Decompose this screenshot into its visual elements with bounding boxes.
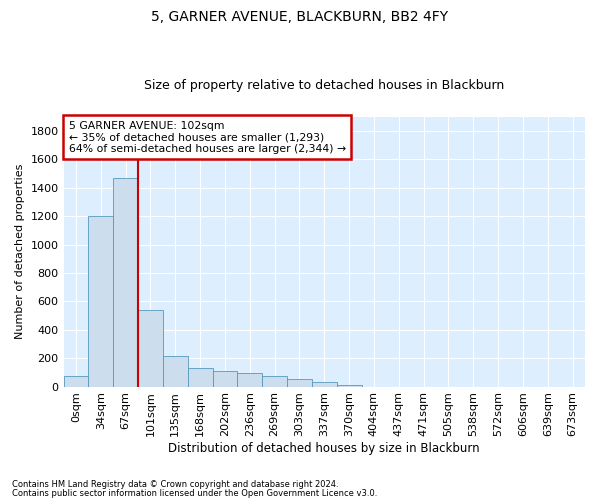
Title: Size of property relative to detached houses in Blackburn: Size of property relative to detached ho…: [144, 79, 505, 92]
Bar: [113, 178, 138, 386]
Bar: [312, 382, 337, 386]
Bar: [88, 216, 113, 386]
Bar: [287, 379, 312, 386]
Y-axis label: Number of detached properties: Number of detached properties: [15, 164, 25, 340]
Text: 5, GARNER AVENUE, BLACKBURN, BB2 4FY: 5, GARNER AVENUE, BLACKBURN, BB2 4FY: [151, 10, 449, 24]
Text: Contains HM Land Registry data © Crown copyright and database right 2024.: Contains HM Land Registry data © Crown c…: [12, 480, 338, 489]
Bar: [337, 385, 362, 386]
Bar: [188, 368, 212, 386]
Bar: [64, 376, 88, 386]
Text: Contains public sector information licensed under the Open Government Licence v3: Contains public sector information licen…: [12, 488, 377, 498]
Bar: [262, 376, 287, 386]
Bar: [138, 310, 163, 386]
Text: 5 GARNER AVENUE: 102sqm
← 35% of detached houses are smaller (1,293)
64% of semi: 5 GARNER AVENUE: 102sqm ← 35% of detache…: [69, 121, 346, 154]
Bar: [238, 373, 262, 386]
Bar: [212, 371, 238, 386]
X-axis label: Distribution of detached houses by size in Blackburn: Distribution of detached houses by size …: [169, 442, 480, 455]
Bar: [163, 356, 188, 386]
